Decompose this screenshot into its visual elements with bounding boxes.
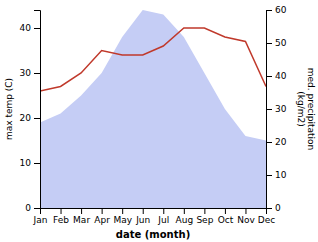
tick-label: 30 <box>275 104 287 114</box>
tick-label: 20 <box>20 113 32 123</box>
tick: 20 <box>266 137 287 147</box>
tick: 20 <box>20 113 40 123</box>
tick-mark <box>143 208 144 214</box>
tick-mark <box>266 43 272 44</box>
tick-label: 0 <box>25 203 31 213</box>
tick: 10 <box>266 170 287 180</box>
tick-label: Apr <box>94 215 110 225</box>
tick-mark <box>245 208 246 214</box>
line <box>40 28 266 91</box>
tick: Sep <box>196 208 213 225</box>
tick: Jun <box>135 208 150 225</box>
tick-mark <box>266 208 272 209</box>
tick-mark <box>184 208 185 214</box>
tick-label: Jan <box>33 215 48 225</box>
tick-mark <box>122 208 123 214</box>
tick-label: May <box>113 215 132 225</box>
tick-mark <box>34 118 40 119</box>
tick: Aug <box>176 208 194 225</box>
tick-mark <box>34 163 40 164</box>
title-line: (kg/m2) <box>296 91 306 126</box>
title-line: med. precipitation <box>306 68 316 150</box>
axis-line <box>34 11 41 209</box>
tick: 30 <box>266 104 287 114</box>
tick: 10 <box>20 158 40 168</box>
tick-mark <box>266 76 272 77</box>
tick: Jan <box>33 208 48 225</box>
tick-label: 30 <box>20 68 32 78</box>
tick-label: Oct <box>218 215 234 225</box>
tick: Mar <box>73 208 90 225</box>
tick: 40 <box>20 23 40 33</box>
tick-label: 10 <box>20 158 32 168</box>
tick-mark <box>34 73 40 74</box>
tick-mark <box>34 28 40 29</box>
tick-mark <box>34 208 40 209</box>
area <box>40 10 266 208</box>
tick-mark <box>266 142 272 143</box>
tick-mark <box>81 208 82 214</box>
tick: Feb <box>53 208 69 225</box>
tick-mark <box>163 208 164 214</box>
tick: May <box>113 208 132 225</box>
x-axis: Jan Feb Mar AprMayJun Jul AugSep OctNovDec <box>33 208 276 225</box>
tick-label: 40 <box>275 71 287 81</box>
tick-mark <box>61 208 62 214</box>
tick-mark <box>225 208 226 214</box>
y-axis: 0 10 20 30 40 <box>20 11 41 214</box>
tick-label: 40 <box>20 23 32 33</box>
tick-label: 0 <box>275 203 281 213</box>
tick-mark <box>266 109 272 110</box>
tick-mark <box>204 208 205 214</box>
tick-label: Sep <box>196 215 213 225</box>
y2-axis-title: med. precipitation(kg/m2) <box>296 68 316 150</box>
tick-label: Dec <box>258 215 275 225</box>
tick-label: Jul <box>157 215 169 225</box>
axis-line <box>41 209 267 215</box>
x-axis-title: date (month) <box>116 229 190 240</box>
tick-label: Jun <box>135 215 150 225</box>
tick-label: Mar <box>73 215 90 225</box>
y-axis-title: max temp (C) <box>4 78 14 140</box>
tick-label: 50 <box>275 38 287 48</box>
plot: JanFebMarAprMayJunJulAugSepOctNovDec0102… <box>4 5 316 240</box>
tick: Apr <box>94 208 110 225</box>
tick: Oct <box>218 208 234 225</box>
tick: 0 <box>266 203 281 213</box>
tick-label: Aug <box>176 215 194 225</box>
tick: 60 <box>266 5 287 15</box>
y2-axis: 0 10 20 30 40 50 60 <box>266 5 287 213</box>
tick-label: Feb <box>53 215 69 225</box>
tick: 40 <box>266 71 287 81</box>
tick: Nov <box>237 208 255 225</box>
tick-mark <box>102 208 103 214</box>
tick-label: Nov <box>237 215 255 225</box>
tick: 50 <box>266 38 287 48</box>
tick: 0 <box>25 203 40 213</box>
tick-label: 60 <box>275 5 287 15</box>
tick: Dec <box>258 208 275 225</box>
tick-mark <box>266 10 272 11</box>
axis-line <box>267 11 273 209</box>
tick-label: 20 <box>275 137 287 147</box>
tick: 30 <box>20 68 40 78</box>
tick-label: 10 <box>275 170 287 180</box>
chart: JanFebMarAprMayJunJulAugSepOctNovDec0102… <box>0 0 318 242</box>
tick-mark <box>266 175 272 176</box>
tick: Jul <box>157 208 169 225</box>
marks <box>40 10 266 208</box>
